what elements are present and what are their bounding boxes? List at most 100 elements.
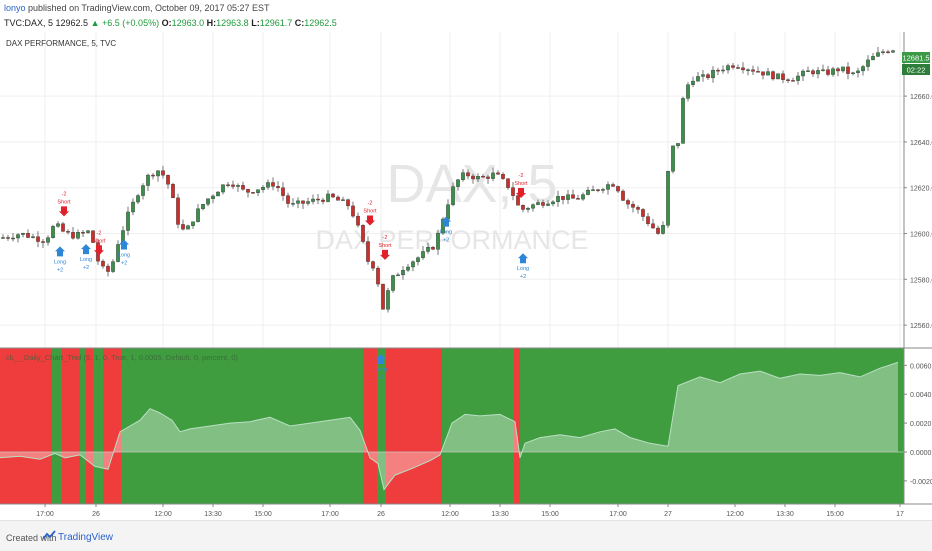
chart-frame[interactable]: DAX, 5 DAX PERFORMANCE DAX PERFORMANCE, … xyxy=(0,32,932,520)
candle-body xyxy=(671,145,675,172)
short-arrow-icon xyxy=(365,215,375,226)
candle-body xyxy=(481,176,485,178)
candle-body xyxy=(746,69,750,71)
candle-body xyxy=(821,69,825,71)
open-label: O: xyxy=(161,18,172,28)
candle-body xyxy=(371,261,375,269)
candle-body xyxy=(736,67,740,69)
candle-body xyxy=(51,226,55,238)
long-label: Long xyxy=(54,259,66,265)
arrow-up-icon: ▲ xyxy=(90,18,100,28)
candle-body xyxy=(641,209,645,217)
time-tick-label: 17:00 xyxy=(609,511,627,518)
candle-body xyxy=(406,266,410,271)
candle-body xyxy=(66,231,70,233)
candle-body xyxy=(426,247,430,252)
tradingview-logo-icon xyxy=(42,530,56,540)
candle-body xyxy=(191,221,195,226)
candle-body xyxy=(316,198,320,201)
candle-body xyxy=(256,189,260,193)
candles xyxy=(1,46,895,313)
candle-body xyxy=(871,56,875,61)
candle-body xyxy=(616,186,620,192)
candle-body xyxy=(1,237,5,239)
candle-body xyxy=(596,189,600,191)
indicator-tick-label: -0.0020 xyxy=(910,479,932,486)
candle-body xyxy=(806,70,810,72)
short-zone xyxy=(0,348,52,504)
candle-body xyxy=(261,187,265,190)
chart-svg[interactable]: DAX, 5 DAX PERFORMANCE DAX PERFORMANCE, … xyxy=(0,32,932,520)
candle-body xyxy=(411,261,415,268)
long-qty-label: +2 xyxy=(57,267,63,273)
short-arrow-icon xyxy=(380,249,390,260)
time-tick-label: 13:30 xyxy=(491,511,509,518)
equity-area xyxy=(0,362,898,490)
open-value: 12963.0 xyxy=(171,18,205,28)
short-label: Short xyxy=(57,199,71,205)
long-label: Long xyxy=(118,253,130,259)
candle-body xyxy=(116,244,120,262)
candle-body xyxy=(501,174,505,179)
candle-body xyxy=(521,205,525,210)
candle-body xyxy=(296,200,300,204)
short-zone xyxy=(386,348,442,504)
candle-body xyxy=(276,186,280,188)
candle-body xyxy=(236,185,240,187)
candle-body xyxy=(866,59,870,67)
candle-body xyxy=(71,232,75,239)
candle-body xyxy=(551,201,555,205)
candle-body xyxy=(106,265,110,272)
candle-body xyxy=(601,189,605,191)
candle-body xyxy=(401,270,405,276)
candle-body xyxy=(546,203,550,206)
candle-body xyxy=(201,204,205,209)
price-tick-label: 12640.0 xyxy=(910,140,932,147)
short-arrow-icon xyxy=(59,206,69,217)
long-arrow-icon xyxy=(441,216,451,227)
candle-body xyxy=(386,290,390,310)
candle-body xyxy=(526,208,530,210)
price-tick-label: 12600.0 xyxy=(910,232,932,239)
short-label: Short xyxy=(92,238,106,244)
candle-body xyxy=(306,201,310,204)
candle-body xyxy=(856,70,860,74)
candle-body xyxy=(756,71,760,73)
candle-body xyxy=(446,204,450,220)
time-tick-label: 26 xyxy=(92,511,100,518)
candle-body xyxy=(816,70,820,75)
author-link[interactable]: lonyo xyxy=(4,3,26,13)
time-tick-label: 17 xyxy=(896,511,904,518)
candle-body xyxy=(801,70,805,77)
candle-body xyxy=(781,73,785,80)
candle-body xyxy=(706,74,710,79)
time-tick-label: 17:00 xyxy=(321,511,339,518)
watermark-name: DAX PERFORMANCE xyxy=(315,225,588,255)
candle-body xyxy=(586,189,590,195)
long-label: Long xyxy=(80,257,92,263)
candle-body xyxy=(841,66,845,72)
short-zone xyxy=(62,348,80,504)
candle-body xyxy=(776,73,780,80)
time-tick-label: 13:30 xyxy=(204,511,222,518)
candle-body xyxy=(26,233,30,238)
candle-body xyxy=(421,251,425,258)
candle-body xyxy=(811,70,815,75)
short-qty-label: -2 xyxy=(368,201,373,207)
candle-body xyxy=(221,184,225,193)
short-arrow-icon xyxy=(94,245,104,256)
candle-body xyxy=(226,184,230,186)
candle-body xyxy=(271,182,275,187)
candle-body xyxy=(611,184,615,187)
candle-body xyxy=(636,207,640,210)
candle-body xyxy=(231,184,235,187)
price-tag: 12681.5 02:22 xyxy=(902,52,930,75)
candle-body xyxy=(711,69,715,79)
candle-body xyxy=(326,193,330,202)
candle-body xyxy=(881,51,885,53)
time-tick-label: 12:00 xyxy=(154,511,172,518)
tradingview-link[interactable]: TradingView xyxy=(58,532,114,543)
candle-body xyxy=(291,203,295,205)
time-tag-value: 02:22 xyxy=(907,66,926,75)
long-label: Long xyxy=(375,367,387,373)
